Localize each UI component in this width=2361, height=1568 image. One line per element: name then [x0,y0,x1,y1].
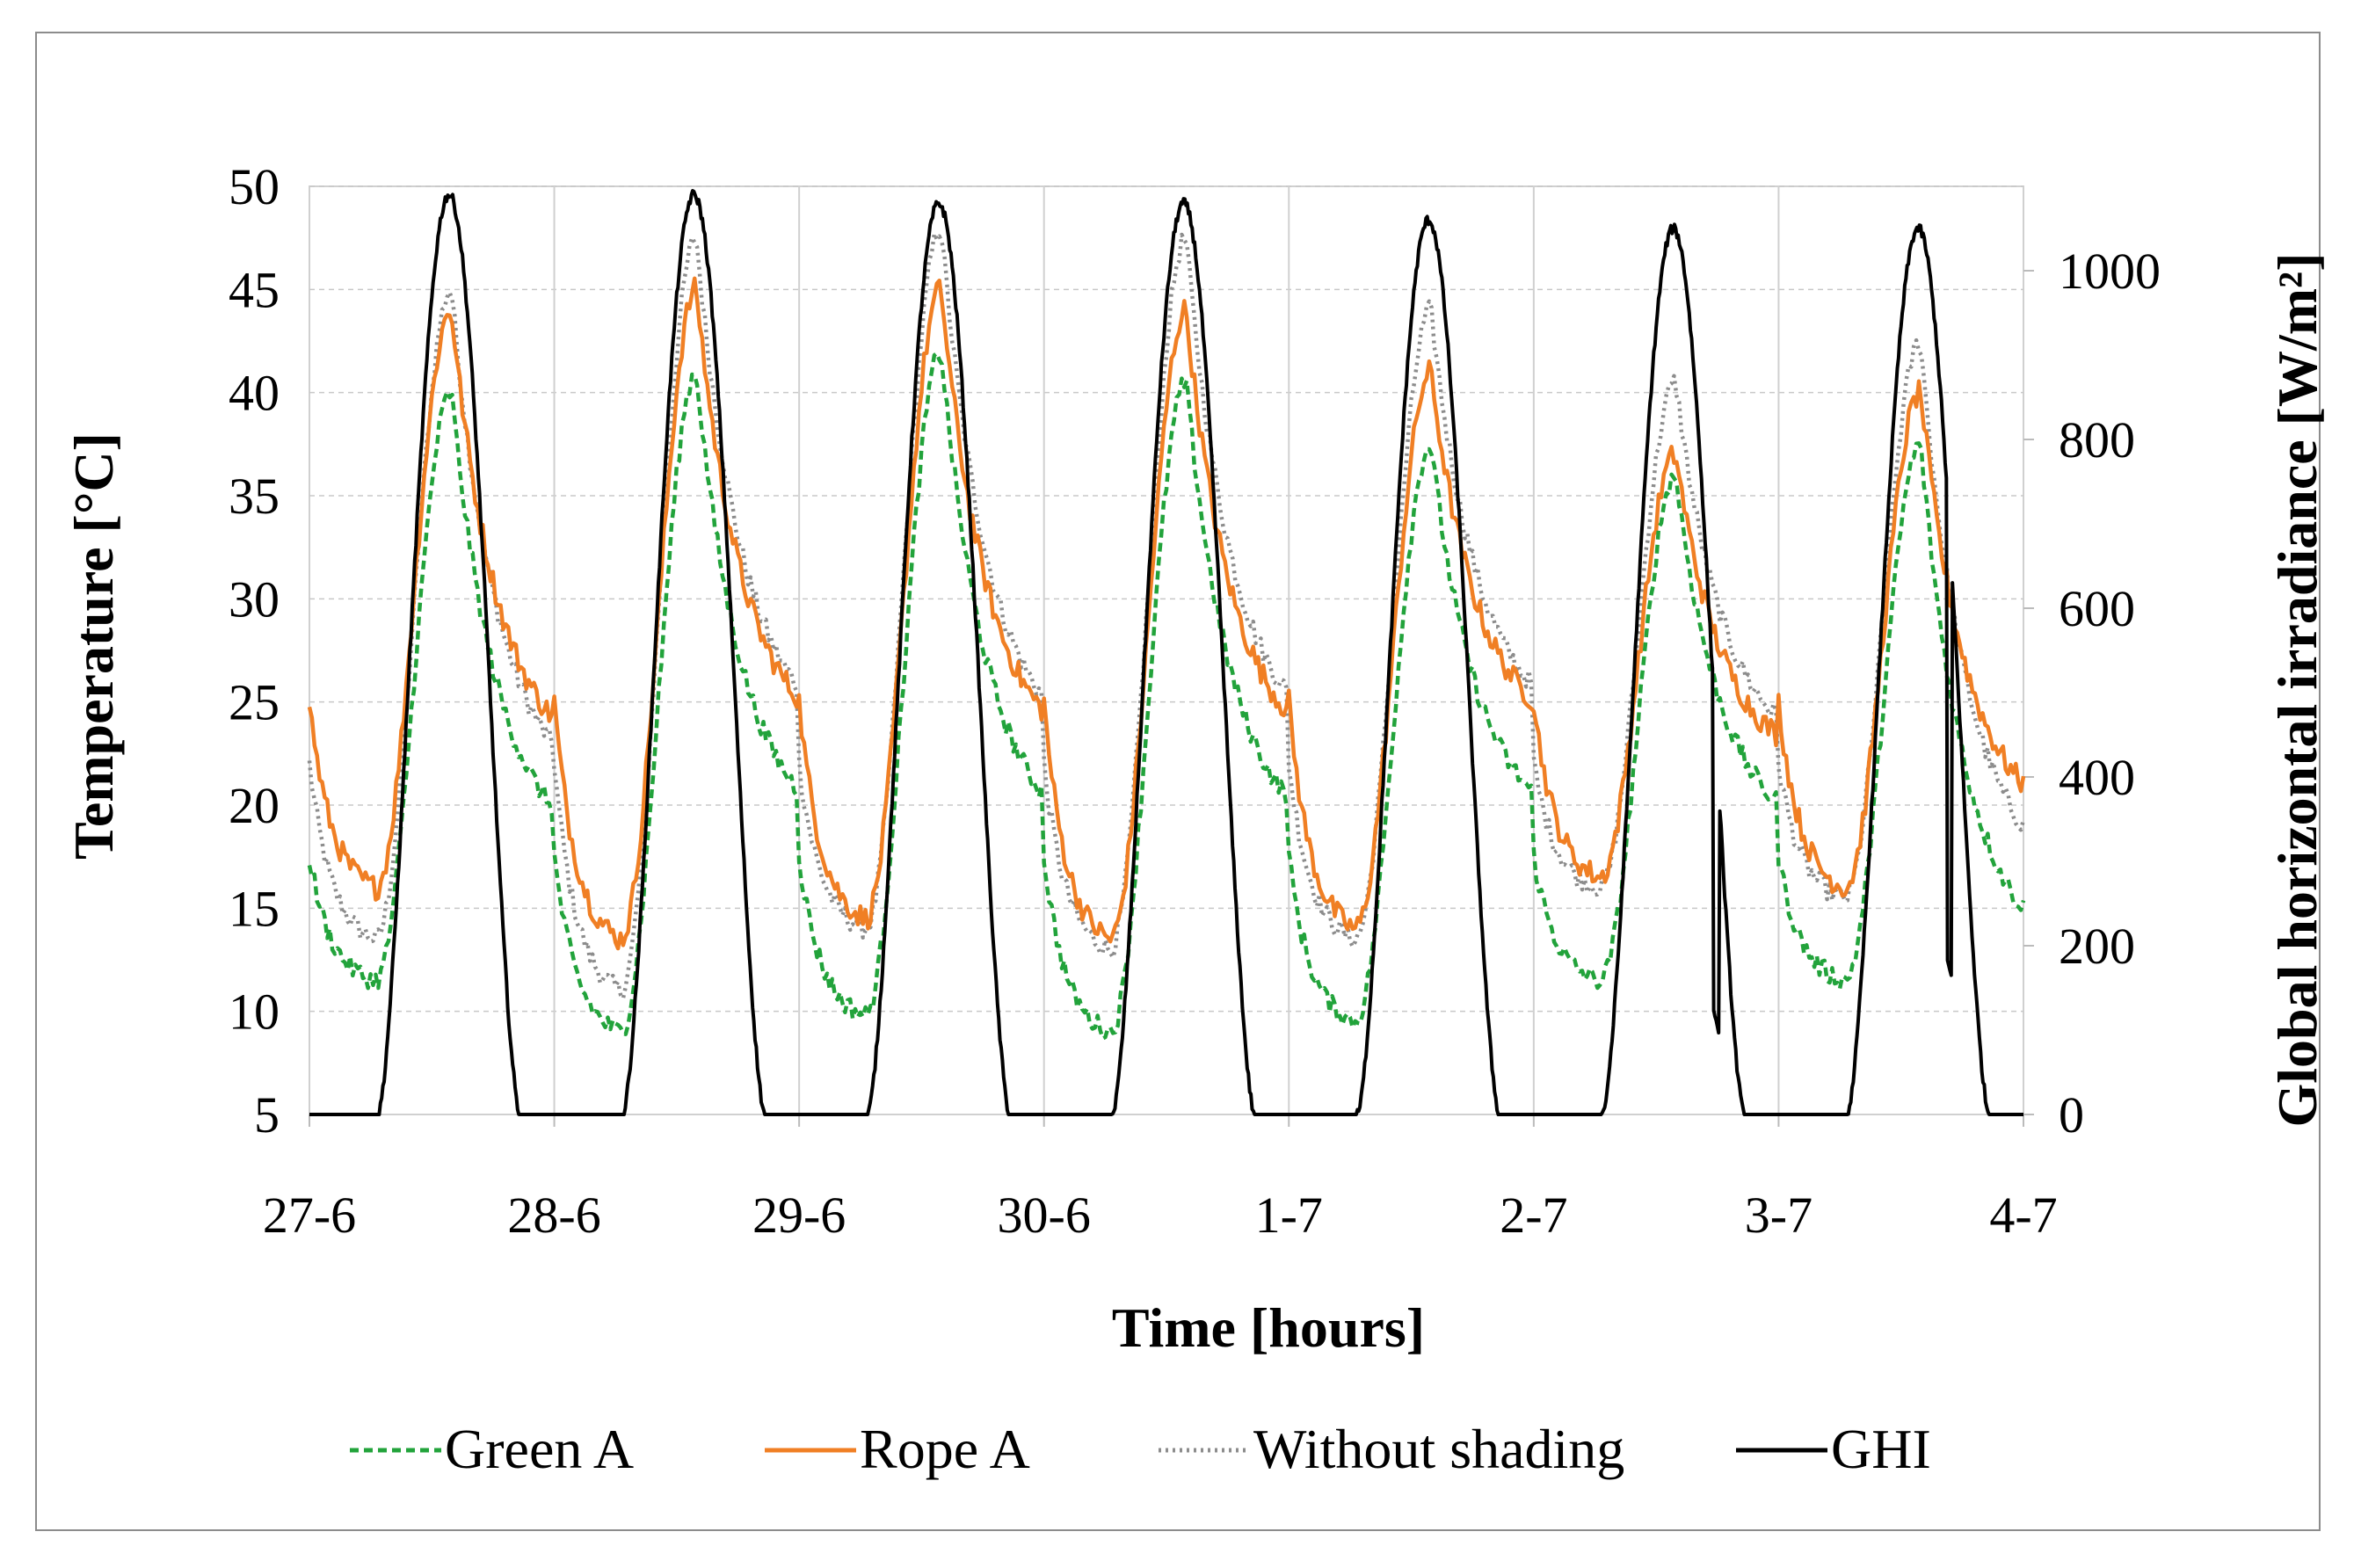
x-tick-label: 27-6 [263,1187,356,1244]
legend: Green A Rope A Without shading GHI [350,1418,1931,1480]
y-tick-label: 20 [229,777,280,834]
y2-tick-label: 600 [2059,580,2135,637]
series-line-ghi [309,189,2024,1116]
series-line-green-a [307,351,2026,1041]
y-tick-label: 40 [229,365,280,422]
x-tick-label: 1-7 [1255,1187,1323,1244]
y2-tick-label: 1000 [2059,243,2161,300]
y-tick-label: 15 [229,880,280,937]
y-tick-label: 25 [229,674,280,731]
legend-label: Rope A [860,1418,1030,1480]
y-tick-label: 10 [229,984,280,1041]
y-axis-title: Temperature [°C] [62,432,125,860]
tick-labels: 5 10 15 20 25 30 35 40 45 50 0 200 400 600 800 1000 27-6… [229,158,2161,1244]
legend-label: Without shading [1253,1418,1624,1480]
plot-area-border [309,185,2024,1115]
legend-label: GHI [1831,1418,1931,1480]
grid [309,185,2034,1127]
series-layer [307,189,2026,1116]
y2-tick-label: 0 [2059,1086,2084,1143]
x-tick-label: 28-6 [507,1187,600,1244]
x-tick-label: 3-7 [1745,1187,1813,1244]
y-tick-label: 45 [229,261,280,318]
y-tick-label: 50 [229,158,280,215]
x-tick-label: 2-7 [1500,1187,1567,1244]
chart-frame [35,32,2321,1531]
legend-label: Green A [445,1418,634,1480]
y2-tick-label: 800 [2059,411,2135,468]
y2-tick-label: 400 [2059,749,2135,806]
series-line-without-shading [307,231,2026,1001]
y-tick-label: 35 [229,468,280,525]
x-tick-label: 30-6 [998,1187,1091,1244]
y-tick-label: 5 [254,1086,280,1143]
y2-tick-label: 200 [2059,918,2135,975]
x-axis-title: Time [hours] [1112,1296,1425,1359]
x-tick-label: 29-6 [752,1187,846,1244]
y2-axis-title: Global horizontal irradiance [W/m²] [2266,252,2328,1127]
y-tick-label: 30 [229,570,280,628]
series-line-rope-a [307,276,2026,951]
x-tick-label: 4-7 [1989,1187,2057,1244]
